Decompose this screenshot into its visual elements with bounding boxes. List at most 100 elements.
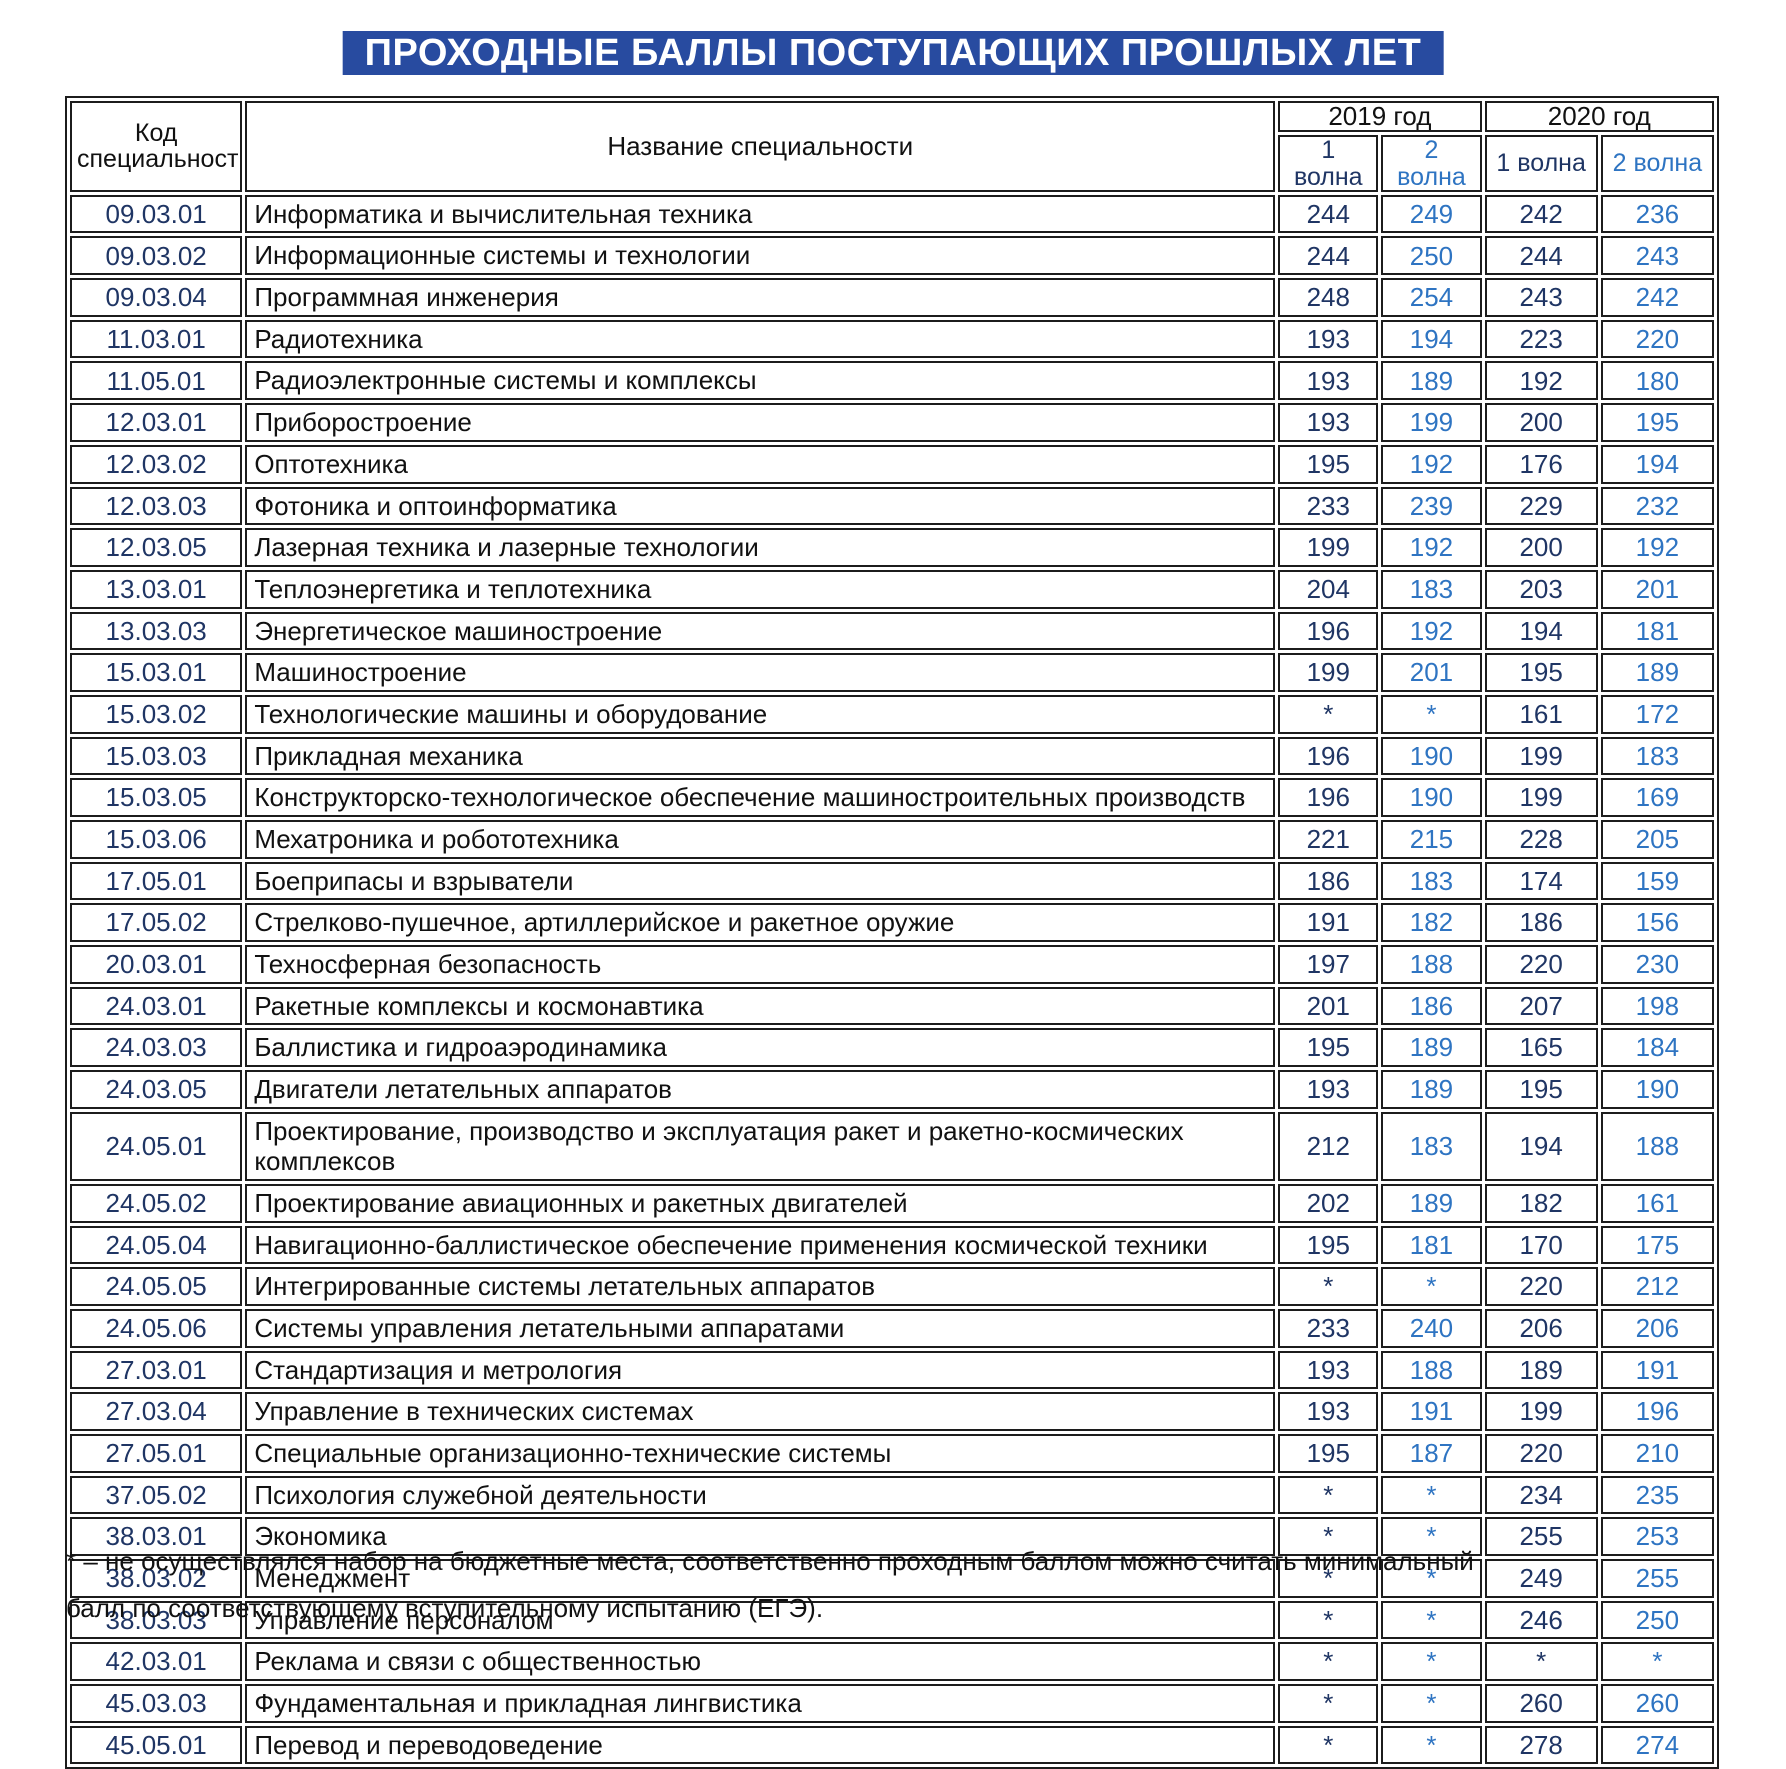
- column-header-2020-wave2: 2 волна: [1600, 135, 1714, 192]
- score-2020-wave2: 191: [1600, 1350, 1714, 1390]
- score-2019-wave2: 191: [1381, 1392, 1482, 1431]
- table-row: 24.05.02 Проектирование авиационных и ра…: [70, 1183, 1714, 1223]
- score-2020-wave1: 243: [1484, 278, 1598, 317]
- specialty-code: 15.03.03: [70, 736, 243, 776]
- score-2019-wave1: 201: [1278, 986, 1379, 1026]
- score-2020-wave2: 205: [1600, 819, 1714, 859]
- table-row: 09.03.02 Информационные системы и технол…: [70, 236, 1714, 276]
- score-2020-wave1: 244: [1484, 236, 1598, 276]
- specialty-code: 45.03.03: [70, 1683, 243, 1723]
- specialty-name: Приборостроение: [245, 403, 1276, 442]
- score-2019-wave1: *: [1278, 1642, 1379, 1681]
- score-2020-wave2: 274: [1600, 1725, 1714, 1765]
- table-row: 17.05.02 Стрелково-пушечное, артиллерийс…: [70, 903, 1714, 942]
- score-2020-wave1: 260: [1484, 1683, 1598, 1723]
- specialty-code: 24.03.03: [70, 1028, 243, 1067]
- score-2019-wave1: 244: [1278, 236, 1379, 276]
- specialty-name: Технологические машины и оборудование: [245, 694, 1276, 734]
- score-2020-wave1: 249: [1484, 1558, 1598, 1598]
- specialty-name: Радиоэлектронные системы и комплексы: [245, 361, 1276, 401]
- score-2019-wave1: 195: [1278, 1028, 1379, 1067]
- table-row: 38.03.02 Менеджмент * * 249 255: [70, 1558, 1714, 1598]
- specialty-name: Проектирование авиационных и ракетных дв…: [245, 1183, 1276, 1223]
- specialty-name: Управление в технических системах: [245, 1392, 1276, 1431]
- specialty-name: Мехатроника и робототехника: [245, 819, 1276, 859]
- score-2019-wave2: 240: [1381, 1308, 1482, 1348]
- table-row: 20.03.01 Техносферная безопасность 197 1…: [70, 944, 1714, 984]
- specialty-code: 15.03.06: [70, 819, 243, 859]
- score-2020-wave1: 186: [1484, 903, 1598, 942]
- score-2019-wave2: 192: [1381, 444, 1482, 484]
- header-row-waves: 1 волна 2 волна 1 волна 2 волна: [70, 135, 1714, 192]
- score-2019-wave1: 195: [1278, 1225, 1379, 1265]
- score-2019-wave2: 189: [1381, 1028, 1482, 1067]
- score-2019-wave1: *: [1278, 1267, 1379, 1306]
- score-2019-wave2: 188: [1381, 944, 1482, 984]
- score-2019-wave2: *: [1381, 1267, 1482, 1306]
- table-row: 24.03.05 Двигатели летательных аппаратов…: [70, 1069, 1714, 1109]
- score-2020-wave2: 198: [1600, 986, 1714, 1026]
- table-row: 15.03.02 Технологические машины и оборуд…: [70, 694, 1714, 734]
- specialty-name: Информатика и вычислительная техника: [245, 194, 1276, 234]
- score-2019-wave2: *: [1381, 1558, 1482, 1598]
- specialty-code: 24.05.04: [70, 1225, 243, 1265]
- specialty-name: Экономика: [245, 1517, 1276, 1556]
- score-2019-wave2: *: [1381, 1642, 1482, 1681]
- specialty-name: Интегрированные системы летательных аппа…: [245, 1267, 1276, 1306]
- score-2020-wave2: 210: [1600, 1433, 1714, 1473]
- score-2019-wave2: *: [1381, 1475, 1482, 1515]
- score-2020-wave1: 192: [1484, 361, 1598, 401]
- specialty-code: 42.03.01: [70, 1642, 243, 1681]
- score-2020-wave2: 181: [1600, 611, 1714, 651]
- score-2020-wave2: 161: [1600, 1183, 1714, 1223]
- header-row-years: Код специальности Название специальности…: [70, 101, 1714, 192]
- score-2019-wave1: 197: [1278, 944, 1379, 984]
- table-row: 45.05.01 Перевод и переводоведение * * 2…: [70, 1725, 1714, 1765]
- score-2020-wave2: 232: [1600, 486, 1714, 526]
- score-2019-wave1: 244: [1278, 194, 1379, 234]
- column-header-year-2019: 2019 год: [1278, 101, 1482, 133]
- score-2020-wave1: 255: [1484, 1517, 1598, 1556]
- specialty-name: Стрелково-пушечное, артиллерийское и рак…: [245, 903, 1276, 942]
- specialty-name: Фотоника и оптоинформатика: [245, 486, 1276, 526]
- score-2020-wave2: *: [1600, 1642, 1714, 1681]
- score-2019-wave2: 183: [1381, 569, 1482, 609]
- score-2019-wave2: *: [1381, 694, 1482, 734]
- score-2020-wave1: 170: [1484, 1225, 1598, 1265]
- score-2020-wave1: 199: [1484, 736, 1598, 776]
- specialty-name: Реклама и связи с общественностью: [245, 1642, 1276, 1681]
- specialty-name: Навигационно-баллистическое обеспечение …: [245, 1225, 1276, 1265]
- score-2020-wave1: 223: [1484, 319, 1598, 359]
- score-2019-wave1: 233: [1278, 1308, 1379, 1348]
- score-2020-wave1: 194: [1484, 1111, 1598, 1181]
- score-2020-wave1: *: [1484, 1642, 1598, 1681]
- specialty-name: Менеджмент: [245, 1558, 1276, 1598]
- score-2019-wave1: 186: [1278, 861, 1379, 901]
- specialty-name: Программная инженерия: [245, 278, 1276, 317]
- table-row: 12.03.01 Приборостроение 193 199 200 195: [70, 403, 1714, 442]
- table-row: 13.03.03 Энергетическое машиностроение 1…: [70, 611, 1714, 651]
- score-2020-wave1: 278: [1484, 1725, 1598, 1765]
- specialty-code: 15.03.01: [70, 653, 243, 692]
- score-2019-wave1: 191: [1278, 903, 1379, 942]
- specialty-code: 12.03.03: [70, 486, 243, 526]
- score-2019-wave2: *: [1381, 1725, 1482, 1765]
- column-header-year-2020: 2020 год: [1484, 101, 1714, 133]
- score-2020-wave2: 183: [1600, 736, 1714, 776]
- specialty-code: 17.05.02: [70, 903, 243, 942]
- specialty-name: Специальные организационно-технические с…: [245, 1433, 1276, 1473]
- score-2020-wave1: 229: [1484, 486, 1598, 526]
- specialty-name: Двигатели летательных аппаратов: [245, 1069, 1276, 1109]
- specialty-code: 45.05.01: [70, 1725, 243, 1765]
- score-2019-wave1: 196: [1278, 611, 1379, 651]
- specialty-code: 12.03.02: [70, 444, 243, 484]
- score-2019-wave1: 193: [1278, 1069, 1379, 1109]
- score-2019-wave1: 233: [1278, 486, 1379, 526]
- score-2019-wave2: 254: [1381, 278, 1482, 317]
- score-2020-wave2: 189: [1600, 653, 1714, 692]
- specialty-name: Информационные системы и технологии: [245, 236, 1276, 276]
- column-header-2020-wave1: 1 волна: [1484, 135, 1598, 192]
- score-2020-wave1: 189: [1484, 1350, 1598, 1390]
- score-2019-wave1: 248: [1278, 278, 1379, 317]
- score-2019-wave1: *: [1278, 1475, 1379, 1515]
